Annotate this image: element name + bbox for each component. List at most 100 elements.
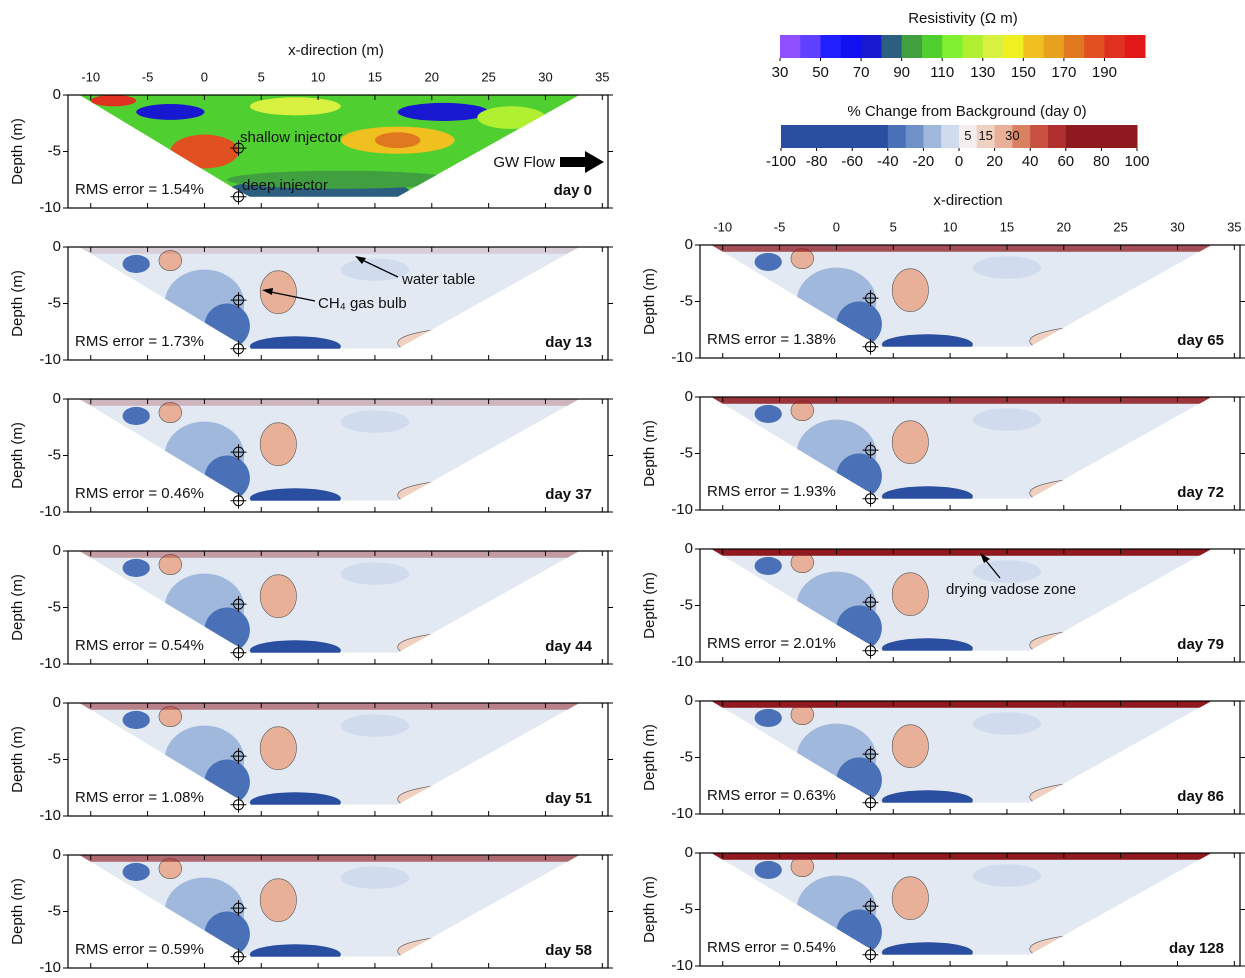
y-tick-label: -10 (39, 351, 61, 368)
contour-blob (972, 408, 1042, 431)
y-tick-label: -10 (39, 655, 61, 672)
annotations: shallow injector deep injector GW Flow w… (240, 129, 1076, 598)
y-tick-label: -10 (671, 805, 693, 822)
annotation: CH₄ gas bulb (318, 295, 407, 312)
contour-blob (836, 453, 882, 499)
contour-blob (249, 792, 341, 805)
y-tick-label: -5 (48, 598, 61, 615)
colorbar-tick-label: -20 (913, 153, 935, 170)
surface-band (711, 549, 1212, 556)
contour-blob (249, 640, 341, 653)
rms-label: RMS error = 2.01% (707, 635, 836, 652)
colorbar-segment (870, 125, 889, 148)
panel: 0 -5 -10 Depth (m) RMS error = 1.08% day 51 (9, 694, 613, 824)
x-tick-label: 0 (201, 69, 208, 84)
contour-blob (259, 878, 297, 922)
rms-label: RMS error = 0.54% (75, 637, 204, 654)
colorbar-inner-label: 30 (1005, 128, 1019, 143)
contour-blob (1029, 934, 1167, 955)
x-tick-label: 25 (1113, 219, 1127, 234)
colorbar: 30 50 70 90 110 130 150 170 190 (772, 35, 1146, 81)
rms-label: RMS error = 0.46% (75, 485, 204, 502)
y-axis-label: Depth (m) (9, 422, 26, 489)
y-axis-label: Depth (m) (641, 268, 658, 335)
panel: -10 -5 0 5 10 15 20 25 30 35 0 -5 -10 Depth (m) RMS er… (641, 219, 1245, 366)
contour-blob (881, 790, 973, 803)
colorbar-tick-label: 20 (986, 153, 1003, 170)
arrow-head (980, 553, 990, 563)
contour-blob (158, 250, 182, 272)
colorbar-tick-label: 30 (772, 64, 789, 81)
contour-blob (397, 632, 535, 653)
contour-blob (340, 258, 410, 281)
x-tick-label: -10 (713, 219, 732, 234)
y-axis-label: Depth (m) (9, 574, 26, 641)
colorbar-segment (852, 125, 871, 148)
colorbar-segment (1048, 125, 1067, 148)
contour-blob (754, 252, 782, 271)
colorbar-segment (959, 125, 978, 148)
annotation: GW Flow (493, 154, 555, 171)
day-label: day 72 (1177, 484, 1224, 501)
panel: 0 -5 -10 Depth (m) RMS error = 1.93% day 72 (641, 388, 1245, 518)
contour-blob (972, 712, 1042, 735)
y-tick-label: -5 (48, 294, 61, 311)
contour-blob (158, 402, 182, 424)
x-tick-label: 35 (1227, 219, 1241, 234)
x-tick-label: -5 (142, 69, 154, 84)
contour-blob (340, 410, 410, 433)
colorbar-segment (798, 125, 818, 148)
contour-blob (204, 303, 250, 349)
contour-blob (259, 726, 297, 770)
contour-blob (249, 97, 341, 116)
colorbar-tick-label: -100 (766, 153, 796, 170)
y-tick-label: -5 (680, 596, 693, 613)
y-tick-label: 0 (53, 238, 61, 255)
y-axis-label: Depth (m) (9, 878, 26, 945)
contour-blob (397, 480, 535, 501)
colorbar-segment (834, 125, 853, 148)
y-tick-label: -10 (671, 349, 693, 366)
colorbar-segment (994, 125, 1013, 148)
contour-blob (836, 909, 882, 955)
rms-label: RMS error = 0.59% (75, 941, 204, 958)
y-tick-label: 0 (53, 86, 61, 103)
x-tick-label: -10 (81, 69, 100, 84)
contour-blob (397, 936, 535, 957)
contour-blob (122, 406, 150, 425)
colorbar-segment (1124, 35, 1146, 58)
colorbar-segment (942, 35, 963, 58)
y-tick-label: -10 (39, 199, 61, 216)
x-tick-label: 30 (1170, 219, 1184, 234)
contour-blob (204, 759, 250, 805)
contour-blob (881, 942, 973, 955)
colorbar-segment (780, 35, 801, 58)
colorbar-tick-label: 90 (893, 64, 910, 81)
colorbar-segment (1101, 125, 1120, 148)
contour-blob (1029, 782, 1167, 803)
annotation: shallow injector (240, 129, 343, 146)
surface-band (711, 397, 1212, 404)
day-label: day 51 (545, 790, 592, 807)
colorbar-segment (923, 125, 942, 148)
annotation: water table (401, 271, 475, 288)
y-tick-label: 0 (53, 390, 61, 407)
contour-blob (249, 944, 341, 957)
x-axis-label: x-direction (933, 192, 1002, 209)
colorbar-segment (962, 35, 984, 58)
panel: 0 -5 -10 Depth (m) RMS error = 1.73% day 13 (9, 238, 613, 368)
contour-blob (249, 488, 341, 501)
colorbar-inner-label: 5 (964, 128, 971, 143)
contour-blob (227, 170, 455, 189)
contour-blob (397, 102, 489, 121)
colorbar-tick-label: 0 (955, 153, 963, 170)
colorbar-segment (840, 35, 862, 58)
colorbar-segment (982, 35, 1004, 58)
panel: 0 -5 -10 Depth (m) RMS error = 0.54% day 128 (641, 844, 1245, 974)
contour-blob (972, 864, 1042, 887)
colorbar-segment (1030, 125, 1049, 148)
colorbar-tick-label: 170 (1051, 64, 1076, 81)
colorbar-tick-label: -60 (841, 153, 863, 170)
surface-band (79, 703, 580, 710)
